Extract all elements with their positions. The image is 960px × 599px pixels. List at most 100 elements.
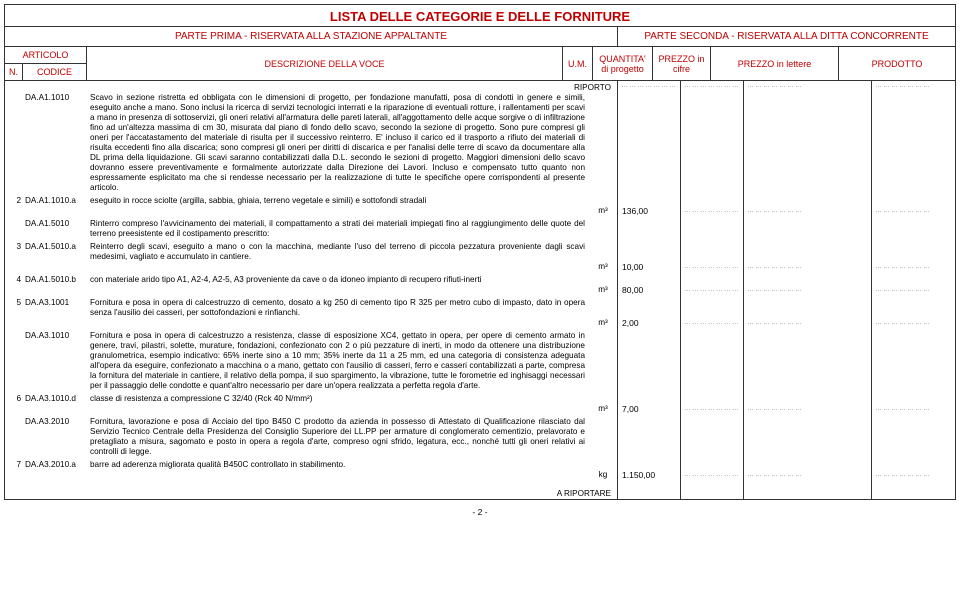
cell-n bbox=[5, 331, 23, 391]
dotted-placeholder: ………………… bbox=[681, 81, 743, 92]
col-codice: CODICE bbox=[23, 64, 86, 80]
measure-row: m³ bbox=[5, 285, 617, 295]
cell-um bbox=[589, 394, 617, 404]
a-riportare-label: A RIPORTARE bbox=[5, 483, 617, 499]
dotted-placeholder: ………………… bbox=[872, 81, 955, 92]
dotted-placeholder: ………………… bbox=[744, 318, 871, 328]
cell-um-value: kg bbox=[589, 470, 617, 480]
cell-n: 7 bbox=[5, 460, 23, 470]
dotted-placeholder: ………………… bbox=[681, 262, 743, 272]
dotted-placeholder: ………………… bbox=[681, 470, 743, 480]
qty-value: 136,00 bbox=[618, 206, 680, 216]
dotted-placeholder: ………………… bbox=[618, 81, 680, 92]
header-bar: PARTE PRIMA - RISERVATA ALLA STAZIONE AP… bbox=[5, 27, 955, 47]
col-body-qty: ………………… 136,00 10,00 80,00 2,00 7,00 1.150,00 bbox=[618, 81, 681, 499]
cell-codice: DA.A1.5010.b bbox=[23, 275, 88, 285]
col-prodotto: PRODOTTO bbox=[839, 47, 955, 80]
dotted-placeholder: ………………… bbox=[872, 470, 955, 480]
dotted-placeholder: ………………… bbox=[872, 262, 955, 272]
cell-um bbox=[589, 331, 617, 391]
cell-um bbox=[589, 298, 617, 318]
cell-descrizione: barre ad aderenza migliorata qualità B45… bbox=[88, 460, 589, 470]
dotted-placeholder: ………………… bbox=[681, 318, 743, 328]
qty-value: 7,00 bbox=[618, 404, 680, 414]
dotted-placeholder: ………………… bbox=[744, 262, 871, 272]
table-row: DA.A3.2010Fornitura, lavorazione e posa … bbox=[5, 417, 617, 457]
cell-um bbox=[589, 417, 617, 457]
table-body: RIPORTO DA.A1.1010Scavo in sezione ristr… bbox=[5, 81, 955, 499]
cell-um bbox=[589, 219, 617, 239]
cell-codice: DA.A3.2010 bbox=[23, 417, 88, 457]
dotted-placeholder: ………………… bbox=[744, 81, 871, 92]
cell-descrizione: classe di resistenza a compressione C 32… bbox=[88, 394, 589, 404]
cell-um bbox=[589, 275, 617, 285]
cell-codice: DA.A1.1010.a bbox=[23, 196, 88, 206]
dotted-placeholder: ………………… bbox=[744, 285, 871, 295]
cell-n bbox=[5, 417, 23, 457]
cell-descrizione: Fornitura e posa in opera di calcestruzz… bbox=[88, 298, 589, 318]
cell-descrizione: con materiale arido tipo A1, A2-4, A2-5,… bbox=[88, 275, 589, 285]
col-articolo-label: ARTICOLO bbox=[5, 47, 86, 64]
column-headers: ARTICOLO N. CODICE DESCRIZIONE DELLA VOC… bbox=[5, 47, 955, 81]
table-row: 4DA.A1.5010.bcon materiale arido tipo A1… bbox=[5, 275, 617, 285]
dotted-placeholder: ………………… bbox=[744, 404, 871, 414]
cell-descrizione: Fornitura e posa in opera di calcestruzz… bbox=[88, 331, 589, 391]
cell-n: 5 bbox=[5, 298, 23, 318]
dotted-placeholder: ………………… bbox=[872, 404, 955, 414]
cell-um bbox=[589, 93, 617, 193]
cell-um bbox=[589, 196, 617, 206]
cell-um-value: m³ bbox=[589, 285, 617, 295]
dotted-placeholder: ………………… bbox=[872, 318, 955, 328]
dotted-placeholder: ………………… bbox=[744, 470, 871, 480]
dotted-placeholder: ………………… bbox=[681, 404, 743, 414]
dotted-placeholder: ………………… bbox=[681, 285, 743, 295]
cell-n: 3 bbox=[5, 242, 23, 262]
col-quantita: QUANTITA' di progetto bbox=[593, 47, 653, 80]
cell-codice: DA.A1.5010 bbox=[23, 219, 88, 239]
table-row: DA.A1.1010Scavo in sezione ristretta ed … bbox=[5, 93, 617, 193]
cell-n bbox=[5, 93, 23, 193]
cell-um-value: m³ bbox=[589, 262, 617, 272]
measure-row: m³ bbox=[5, 262, 617, 272]
document-title: LISTA DELLE CATEGORIE E DELLE FORNITURE bbox=[5, 5, 955, 27]
table-row: 2DA.A1.1010.aeseguito in rocce sciolte (… bbox=[5, 196, 617, 206]
qty-value: 10,00 bbox=[618, 262, 680, 272]
cell-n: 6 bbox=[5, 394, 23, 404]
qty-value: 1.150,00 bbox=[618, 470, 680, 480]
cell-n bbox=[5, 219, 23, 239]
cell-codice: DA.A1.5010.a bbox=[23, 242, 88, 262]
qty-value: 2,00 bbox=[618, 318, 680, 328]
col-articolo: ARTICOLO N. CODICE bbox=[5, 47, 87, 80]
qty-value: 80,00 bbox=[618, 285, 680, 295]
measure-row: m³ bbox=[5, 318, 617, 328]
col-body-prezzo-cifre: ………………… ………………… ………………… ………………… ………………… ……………… bbox=[681, 81, 744, 499]
table-row: 3DA.A1.5010.aReinterro degli scavi, eseg… bbox=[5, 242, 617, 262]
cell-codice: DA.A3.1010.d bbox=[23, 394, 88, 404]
dotted-placeholder: ………………… bbox=[744, 206, 871, 216]
table-row: 6DA.A3.1010.dclasse di resistenza a comp… bbox=[5, 394, 617, 404]
cell-descrizione: Fornitura, lavorazione e posa di Acciaio… bbox=[88, 417, 589, 457]
col-descrizione: DESCRIZIONE DELLA VOCE bbox=[87, 47, 563, 80]
table-row: DA.A3.1010Fornitura e posa in opera di c… bbox=[5, 331, 617, 391]
table-row: DA.A1.5010Rinterro compreso l'avviciname… bbox=[5, 219, 617, 239]
riporto-label: RIPORTO bbox=[5, 81, 617, 93]
col-um: U.M. bbox=[563, 47, 593, 80]
cell-codice: DA.A1.1010 bbox=[23, 93, 88, 193]
cell-descrizione: Rinterro compreso l'avvicinamento dei ma… bbox=[88, 219, 589, 239]
measure-row: m³ bbox=[5, 206, 617, 216]
body-right: …………………136,0010,0080,002,007,001.150,00 … bbox=[618, 81, 955, 499]
header-left: PARTE PRIMA - RISERVATA ALLA STAZIONE AP… bbox=[5, 27, 618, 46]
header-right: PARTE SECONDA - RISERVATA ALLA DITTA CON… bbox=[618, 27, 955, 46]
cell-codice: DA.A3.2010.a bbox=[23, 460, 88, 470]
body-left: RIPORTO DA.A1.1010Scavo in sezione ristr… bbox=[5, 81, 618, 499]
cell-um bbox=[589, 242, 617, 262]
col-n: N. bbox=[5, 64, 23, 80]
cell-n: 4 bbox=[5, 275, 23, 285]
table-row: 7DA.A3.2010.abarre ad aderenza migliorat… bbox=[5, 460, 617, 470]
cell-n: 2 bbox=[5, 196, 23, 206]
measure-row: m³ bbox=[5, 404, 617, 414]
cell-um-value: m³ bbox=[589, 404, 617, 414]
col-body-prodotto: ………………… ………………… ………………… ………………… ………………… ……………… bbox=[872, 81, 955, 499]
measure-row: kg bbox=[5, 470, 617, 480]
dotted-placeholder: ………………… bbox=[872, 206, 955, 216]
